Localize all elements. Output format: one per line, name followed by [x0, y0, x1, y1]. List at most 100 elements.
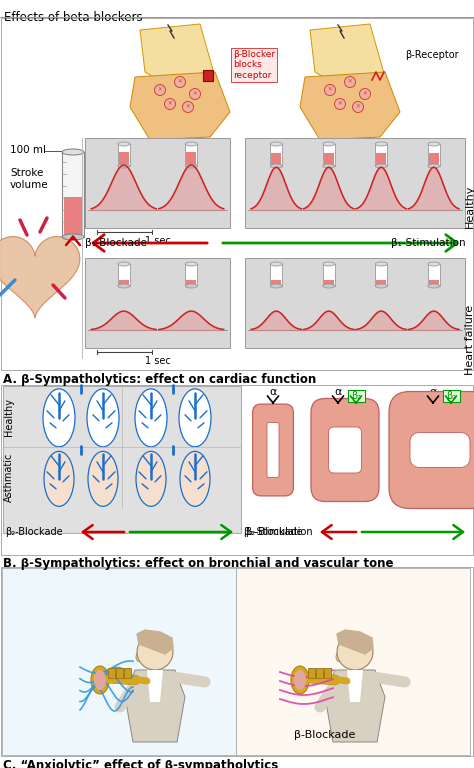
Circle shape: [137, 634, 173, 670]
Text: ✕: ✕: [337, 101, 342, 107]
Polygon shape: [147, 670, 163, 702]
Text: ✕: ✕: [356, 104, 360, 110]
Text: ✕: ✕: [178, 80, 182, 84]
Bar: [443, 390, 460, 402]
Ellipse shape: [185, 284, 197, 288]
Bar: [118, 144, 130, 166]
Bar: [376, 280, 386, 285]
Bar: [323, 144, 335, 166]
Text: ✕: ✕: [158, 88, 162, 92]
Bar: [124, 668, 131, 678]
Text: β₂-Blockade: β₂-Blockade: [5, 527, 63, 537]
Bar: [375, 264, 387, 286]
Bar: [245, 258, 465, 348]
Text: C. “Anxiolytic” effect of β-sympatholytics: C. “Anxiolytic” effect of β-sympatholyti…: [3, 759, 278, 768]
Polygon shape: [130, 72, 230, 140]
Text: β₁-Blockade: β₁-Blockade: [85, 238, 147, 248]
Bar: [236, 568, 470, 755]
Text: ✕: ✕: [186, 104, 191, 110]
Bar: [271, 280, 281, 285]
Text: A. β-Sympatholytics: effect on cardiac function: A. β-Sympatholytics: effect on cardiac f…: [3, 373, 316, 386]
Text: α: α: [334, 387, 342, 397]
Text: Heart failure: Heart failure: [465, 305, 474, 375]
Circle shape: [359, 88, 371, 100]
Bar: [324, 668, 331, 678]
Ellipse shape: [135, 389, 167, 447]
Bar: [1, 385, 473, 555]
Polygon shape: [137, 630, 173, 654]
Text: 100 ml: 100 ml: [10, 145, 46, 155]
Bar: [375, 144, 387, 166]
Polygon shape: [325, 670, 385, 742]
Text: β₂-Stimulation: β₂-Stimulation: [473, 527, 474, 537]
Circle shape: [337, 634, 373, 670]
Text: β₂-Stimulation: β₂-Stimulation: [243, 527, 313, 537]
Ellipse shape: [270, 262, 282, 266]
Bar: [62, 152, 84, 237]
Text: Asthmatic: Asthmatic: [4, 453, 14, 502]
Bar: [428, 264, 440, 286]
Bar: [323, 264, 335, 286]
FancyBboxPatch shape: [311, 399, 379, 502]
Ellipse shape: [180, 452, 210, 506]
Polygon shape: [0, 237, 80, 318]
Text: Effects of beta blockers: Effects of beta blockers: [4, 11, 143, 24]
Ellipse shape: [185, 142, 197, 146]
Ellipse shape: [136, 452, 166, 506]
Circle shape: [345, 77, 356, 88]
Ellipse shape: [323, 284, 335, 288]
Ellipse shape: [291, 666, 309, 694]
Bar: [118, 264, 130, 286]
Ellipse shape: [118, 284, 130, 288]
Ellipse shape: [118, 262, 130, 266]
Bar: [185, 144, 197, 166]
Circle shape: [182, 101, 193, 112]
Bar: [1, 18, 473, 370]
Polygon shape: [140, 24, 215, 87]
Text: 1 sec: 1 sec: [145, 356, 170, 366]
Polygon shape: [337, 630, 373, 654]
Text: β-Blocker
blocks
receptor: β-Blocker blocks receptor: [233, 50, 275, 80]
FancyBboxPatch shape: [410, 432, 470, 468]
Ellipse shape: [94, 670, 106, 690]
Circle shape: [325, 84, 336, 95]
Text: Healthy: Healthy: [4, 398, 14, 435]
Ellipse shape: [88, 452, 118, 506]
FancyBboxPatch shape: [328, 427, 362, 473]
Bar: [85, 138, 230, 228]
Ellipse shape: [118, 142, 130, 146]
Ellipse shape: [323, 262, 335, 266]
Ellipse shape: [44, 452, 74, 506]
Circle shape: [155, 84, 165, 95]
Bar: [119, 280, 129, 285]
Circle shape: [164, 98, 175, 110]
Ellipse shape: [179, 389, 211, 447]
Text: ✕: ✕: [193, 91, 197, 97]
Ellipse shape: [294, 670, 306, 690]
Ellipse shape: [428, 262, 440, 266]
Polygon shape: [300, 72, 400, 140]
Bar: [324, 153, 334, 165]
Text: 1 sec: 1 sec: [145, 236, 170, 246]
Ellipse shape: [118, 164, 130, 168]
Text: β₂-Blockade: β₂-Blockade: [245, 527, 302, 537]
Text: Stroke
volume: Stroke volume: [10, 168, 49, 190]
Bar: [186, 152, 196, 165]
Bar: [429, 280, 439, 285]
Bar: [348, 390, 365, 402]
Ellipse shape: [270, 164, 282, 168]
Text: ✕: ✕: [328, 88, 332, 92]
Ellipse shape: [336, 653, 342, 661]
Bar: [270, 264, 282, 286]
Bar: [245, 138, 465, 228]
Text: β-Receptor: β-Receptor: [405, 50, 459, 60]
Ellipse shape: [87, 389, 119, 447]
Text: β₂: β₂: [446, 391, 456, 401]
Text: β-Blockade: β-Blockade: [294, 730, 356, 740]
Circle shape: [335, 98, 346, 110]
Ellipse shape: [185, 262, 197, 266]
Polygon shape: [347, 670, 363, 702]
Polygon shape: [310, 24, 385, 87]
Text: ✕: ✕: [168, 101, 173, 107]
Ellipse shape: [428, 164, 440, 168]
